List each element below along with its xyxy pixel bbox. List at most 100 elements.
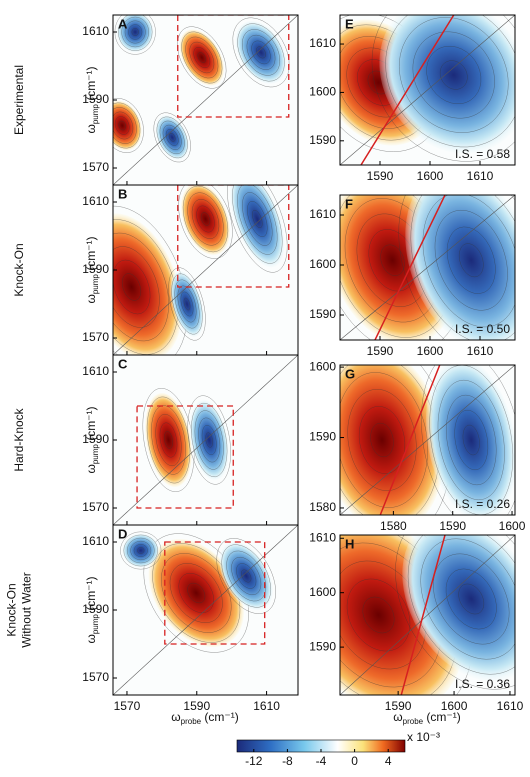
contour-line bbox=[371, 15, 515, 162]
y-tick-label: 1610 bbox=[82, 534, 109, 548]
y-tick-label: 1610 bbox=[82, 194, 109, 208]
diagonal bbox=[340, 15, 515, 165]
contour-line bbox=[462, 424, 480, 456]
center-line bbox=[374, 195, 446, 340]
diagonal bbox=[340, 535, 515, 695]
contour-line bbox=[133, 544, 148, 557]
contour-line bbox=[128, 24, 143, 40]
contour-line bbox=[124, 20, 146, 44]
contour-line bbox=[237, 185, 278, 255]
panel-label: D bbox=[118, 526, 127, 541]
contour-line bbox=[221, 544, 271, 608]
contour-line bbox=[187, 192, 224, 246]
row-label: Knock-On bbox=[5, 583, 19, 636]
contours bbox=[340, 195, 515, 340]
contour-line bbox=[426, 45, 482, 105]
contour-line bbox=[187, 395, 231, 485]
axis-label: ωprobe (cm⁻¹) bbox=[171, 710, 239, 726]
colorbar-tick-label: 4 bbox=[385, 754, 392, 768]
panel: E 1590 1600 1610 1590 1600 1610 I.S. = 0.58 bbox=[309, 14, 516, 183]
contour-line bbox=[126, 537, 155, 564]
contour-fill bbox=[425, 365, 515, 515]
contour-line bbox=[445, 568, 497, 630]
contour-line bbox=[177, 26, 227, 89]
contour-line bbox=[177, 285, 197, 323]
region-box bbox=[164, 541, 266, 645]
contours bbox=[113, 15, 298, 185]
axis-subscript: pump bbox=[91, 104, 100, 125]
contour-line bbox=[171, 273, 203, 335]
x-tick-label: 1580 bbox=[380, 519, 407, 533]
x-tick-label: 1600 bbox=[417, 169, 444, 183]
contour-line bbox=[159, 422, 178, 458]
contour-line bbox=[161, 553, 232, 633]
contour-line bbox=[155, 413, 182, 467]
contours bbox=[340, 365, 515, 515]
axis-label: ωpump (cm⁻¹) bbox=[84, 576, 100, 643]
contour-line bbox=[454, 409, 489, 471]
contour-line bbox=[205, 432, 213, 448]
contour-line bbox=[183, 297, 191, 311]
annotation: I.S. = 0.50 bbox=[455, 322, 510, 336]
annotation: I.S. = 0.58 bbox=[455, 147, 510, 161]
contour-line bbox=[198, 417, 221, 463]
panel: A 1570 1590 1610 bbox=[82, 14, 299, 186]
region-box bbox=[177, 15, 290, 118]
axis-unit: (cm⁻¹) bbox=[201, 710, 239, 724]
center-line bbox=[360, 15, 455, 165]
colorbar-tick-label: 0 bbox=[351, 754, 358, 768]
x-tick-label: 1590 bbox=[367, 169, 394, 183]
x-tick-label: 1600 bbox=[417, 344, 444, 358]
x-tick-label: 1590 bbox=[439, 519, 466, 533]
colorbar-multiplier: x 10⁻³ bbox=[407, 730, 440, 744]
y-tick-label: 1610 bbox=[309, 36, 336, 50]
axis-subscript: probe bbox=[403, 717, 424, 726]
contour-line bbox=[185, 36, 219, 79]
panel-label: B bbox=[118, 186, 127, 201]
y-tick-label: 1590 bbox=[82, 262, 109, 276]
y-tick-label: 1600 bbox=[309, 585, 336, 599]
contour-line bbox=[200, 212, 211, 226]
contour-line bbox=[197, 52, 207, 63]
contour-line bbox=[346, 578, 411, 652]
panel: H 1590 1600 1610 1590 1600 1610 I.S. = 0.36 bbox=[309, 530, 523, 713]
contour-line bbox=[181, 31, 223, 84]
contour-line bbox=[164, 431, 173, 449]
contour-fill bbox=[405, 195, 515, 340]
region-box bbox=[136, 405, 234, 509]
axis-subscript: pump bbox=[91, 614, 100, 635]
axis-unit: (cm⁻¹) bbox=[84, 66, 98, 104]
contour-line bbox=[193, 47, 211, 68]
contour-line bbox=[178, 185, 233, 259]
diagonal bbox=[113, 525, 298, 695]
contour-line bbox=[421, 365, 515, 515]
contour-line bbox=[121, 273, 142, 301]
panel-label: H bbox=[345, 536, 354, 551]
contour-line bbox=[137, 547, 145, 554]
center-line bbox=[400, 535, 446, 695]
row-label: Experimental bbox=[12, 65, 26, 135]
contour-line bbox=[191, 402, 228, 478]
axis-symbol: ω bbox=[171, 710, 180, 724]
contour-line bbox=[256, 46, 266, 59]
plot-frame bbox=[339, 364, 516, 516]
contour-fill bbox=[340, 365, 445, 515]
contour-line bbox=[458, 583, 485, 615]
contour-line bbox=[434, 209, 508, 311]
panel: G 1580 1590 1600 1580 1590 1600 I.S. = 0.26 bbox=[309, 359, 525, 533]
contour-line bbox=[420, 538, 515, 660]
panel-label: C bbox=[118, 356, 128, 371]
y-tick-label: 1590 bbox=[309, 307, 336, 321]
axis-symbol: ω bbox=[84, 294, 98, 303]
y-tick-label: 1590 bbox=[82, 92, 109, 106]
y-tick-label: 1590 bbox=[82, 432, 109, 446]
panel-label: E bbox=[345, 16, 354, 31]
contour-line bbox=[169, 563, 223, 623]
plot-frame bbox=[339, 194, 516, 341]
contour-line bbox=[168, 133, 176, 142]
axis-symbol: ω bbox=[393, 710, 402, 724]
contour-line bbox=[118, 15, 153, 51]
contour-line bbox=[362, 596, 395, 634]
contour-line bbox=[113, 98, 144, 153]
